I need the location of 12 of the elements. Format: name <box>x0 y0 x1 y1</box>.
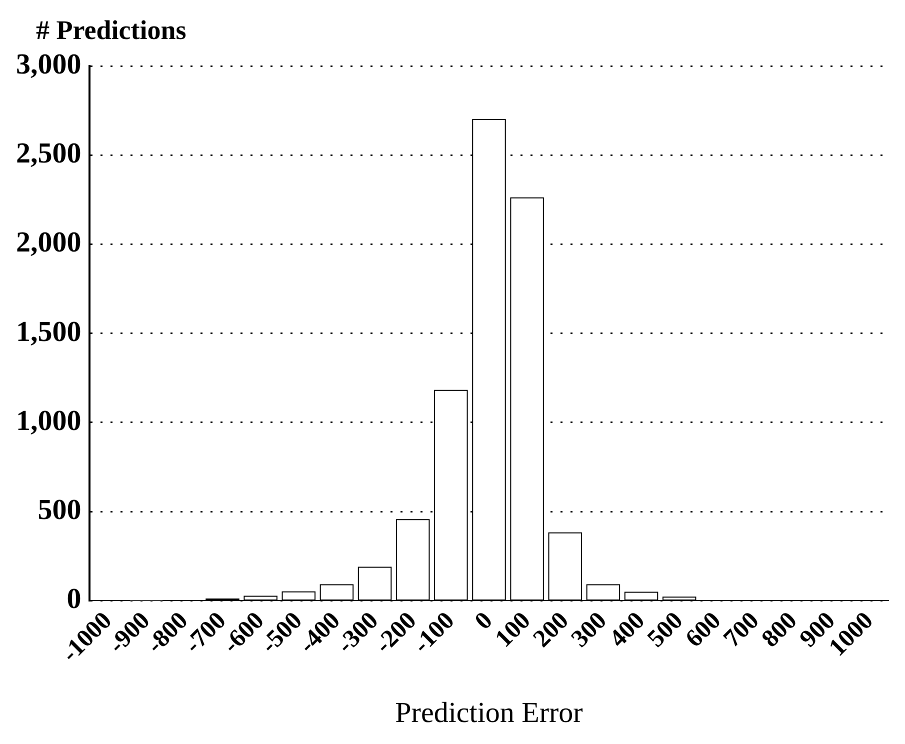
y-axis-title: # Predictions <box>36 14 186 45</box>
y-tick-label: 0 <box>66 583 82 616</box>
y-tick-label: 500 <box>38 494 82 526</box>
y-tick-label: 3,000 <box>16 48 82 80</box>
y-tick-label: 2,000 <box>16 226 82 259</box>
x-tick-label: 300 <box>566 607 612 653</box>
x-axis-title: Prediction Error <box>395 697 584 730</box>
x-tick-label: 500 <box>642 607 688 653</box>
y-tick-label: 2,500 <box>16 138 82 170</box>
x-tick-label: 0 <box>470 607 498 635</box>
y-tick-label: 1,000 <box>16 404 82 437</box>
y-tick-label: 1,500 <box>16 316 82 348</box>
